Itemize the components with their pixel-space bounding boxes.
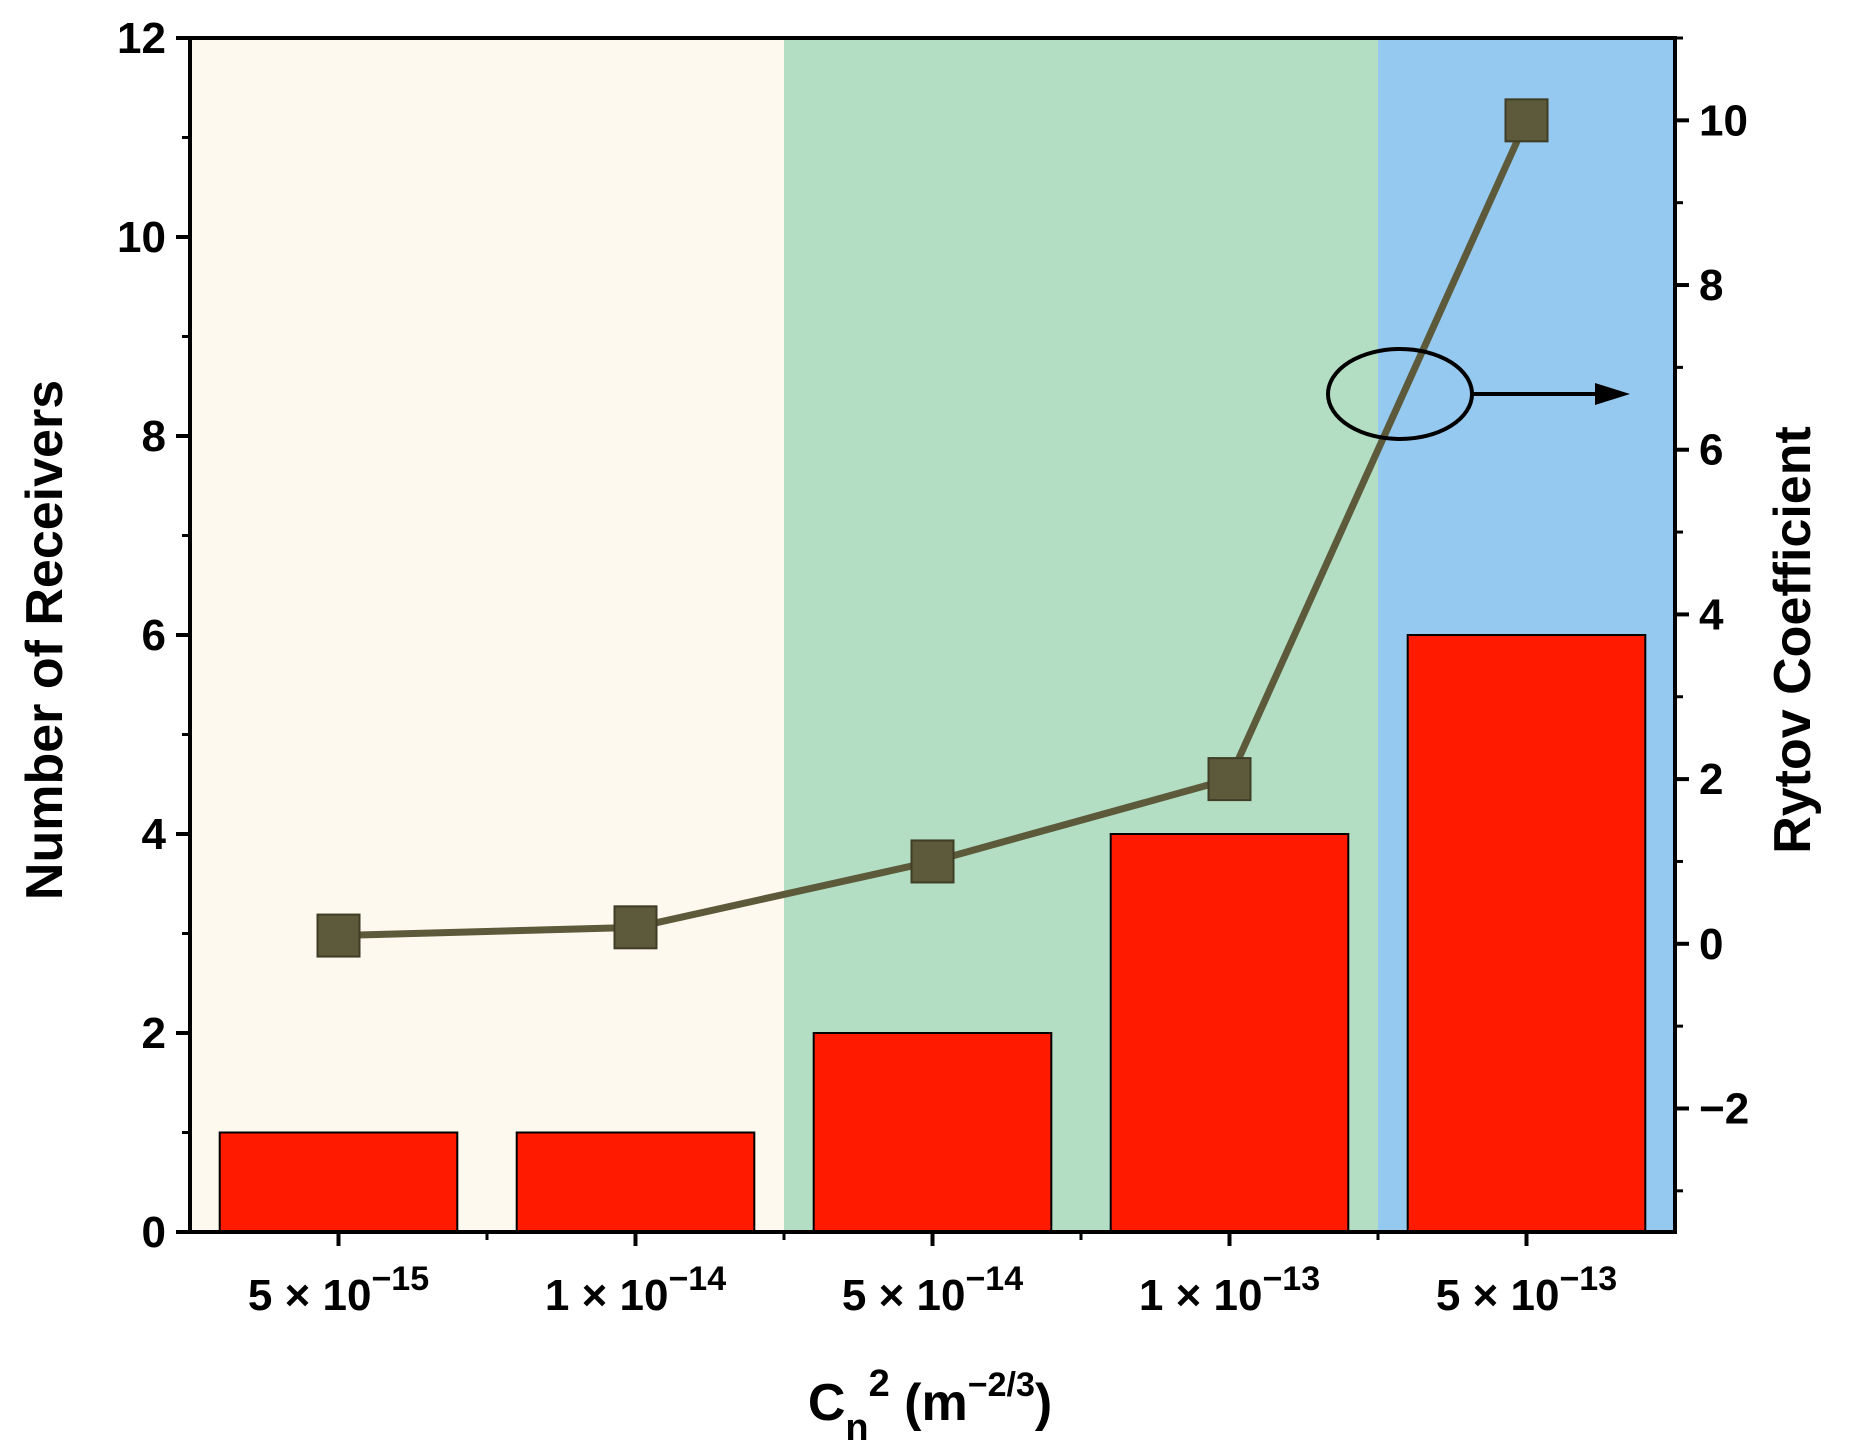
rytov-marker-2 (910, 839, 955, 884)
left-tick-label-3: 6 (142, 611, 166, 660)
bar-1 (515, 1131, 756, 1233)
right-tick-label-5: 8 (1699, 261, 1723, 310)
axis-annotation (1326, 347, 1630, 441)
x-category-label-0: 5 × 10−15 (248, 1260, 429, 1320)
rytov-marker-3 (1207, 757, 1252, 802)
left-tick-label-2: 4 (142, 810, 167, 859)
bar-series (218, 634, 1647, 1233)
y-axis-right-title: Rytov Coefficient (1764, 426, 1822, 854)
x-axis-title-unit-open: (m (890, 1374, 968, 1432)
rytov-marker-0 (316, 913, 361, 958)
left-tick-label-5: 10 (117, 213, 166, 262)
x-axis-title: Cn2 (m−2/3) (808, 1363, 1052, 1444)
x-axis-title-main: C (808, 1374, 846, 1432)
rytov-marker-4 (1504, 98, 1549, 143)
annotation-arrowhead (1595, 383, 1630, 405)
category-labels: 5 × 10−15 1 × 10−14 5 × 10−14 1 × 10−13 5 × … (248, 1260, 1617, 1320)
x-category-label-4: 5 × 10−13 (1436, 1260, 1617, 1320)
left-tick-label-0: 0 (142, 1208, 166, 1257)
region-0 (190, 38, 784, 1232)
right-tick-label-0: −2 (1699, 1084, 1749, 1133)
left-tick-label-4: 8 (142, 412, 166, 461)
x-category-label-2: 5 × 10−14 (842, 1260, 1023, 1320)
bar-0 (218, 1131, 459, 1233)
right-tick-label-6: 10 (1699, 96, 1748, 145)
tick-labels: 0 2 4 6 8 10 12 −2 0 2 4 6 8 10 (117, 14, 1749, 1257)
x-category-label-3: 1 × 10−13 (1139, 1260, 1320, 1320)
axes (176, 36, 1689, 1246)
x-axis-title-sup: 2 (869, 1363, 890, 1405)
right-tick-label-3: 4 (1699, 590, 1724, 639)
x-axis-title-unit-close: ) (1035, 1374, 1052, 1432)
right-tick-label-1: 0 (1699, 920, 1723, 969)
bar-2 (812, 1032, 1053, 1233)
background-regions (190, 38, 1675, 1232)
right-tick-label-4: 6 (1699, 426, 1723, 475)
bar-4 (1406, 634, 1647, 1233)
right-tick-label-2: 2 (1699, 755, 1723, 804)
left-tick-label-6: 12 (117, 14, 166, 63)
rytov-line-series (316, 98, 1549, 958)
x-axis-title-sub: n (845, 1407, 868, 1444)
bar-3 (1109, 833, 1350, 1233)
x-axis-title-unit-sup: −2/3 (968, 1366, 1035, 1404)
left-tick-label-1: 2 (142, 1009, 166, 1058)
x-category-label-1: 1 × 10−14 (545, 1260, 726, 1320)
rytov-marker-1 (613, 905, 658, 950)
y-axis-left-title: Number of Receivers (16, 380, 74, 900)
